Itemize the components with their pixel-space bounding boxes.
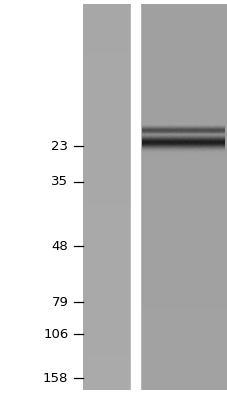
Text: 48: 48 bbox=[52, 240, 68, 252]
Text: 23: 23 bbox=[51, 140, 68, 152]
Text: 106: 106 bbox=[43, 328, 68, 340]
Text: 158: 158 bbox=[43, 372, 68, 384]
Text: 79: 79 bbox=[51, 296, 68, 308]
Text: 35: 35 bbox=[51, 176, 68, 188]
